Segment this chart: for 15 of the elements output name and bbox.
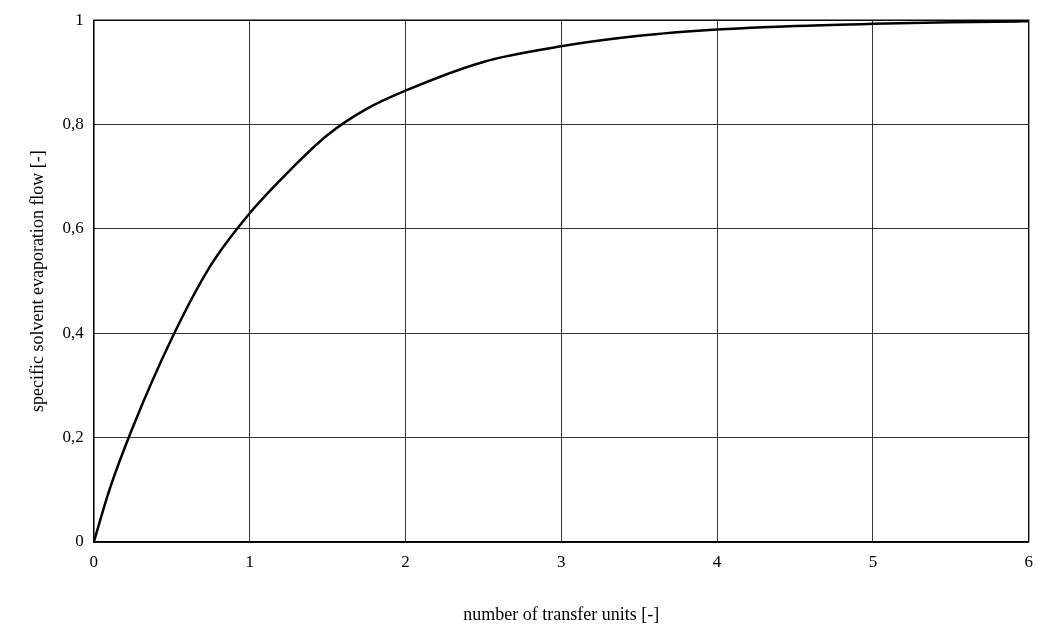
x-tick-label: 6 bbox=[1024, 551, 1033, 571]
y-tick-label: 0 bbox=[75, 531, 84, 551]
y-tick-label: 0,8 bbox=[62, 114, 84, 134]
x-axis-title: number of transfer units [-] bbox=[463, 603, 660, 624]
x-tick-label: 0 bbox=[89, 551, 99, 571]
x-tick-label: 4 bbox=[712, 551, 722, 571]
x-tick-label: 3 bbox=[557, 551, 566, 571]
y-axis-title: specific solvent evaporation flow [-] bbox=[26, 150, 47, 413]
x-tick-label: 2 bbox=[401, 551, 410, 571]
x-tick-label: 5 bbox=[868, 551, 878, 571]
y-tick-label: 0,6 bbox=[62, 218, 84, 238]
y-tick-label: 0,2 bbox=[62, 427, 84, 447]
x-tick-label: 1 bbox=[245, 551, 254, 571]
y-tick-label: 0,4 bbox=[62, 322, 85, 342]
y-tick-label: 1 bbox=[75, 9, 84, 29]
